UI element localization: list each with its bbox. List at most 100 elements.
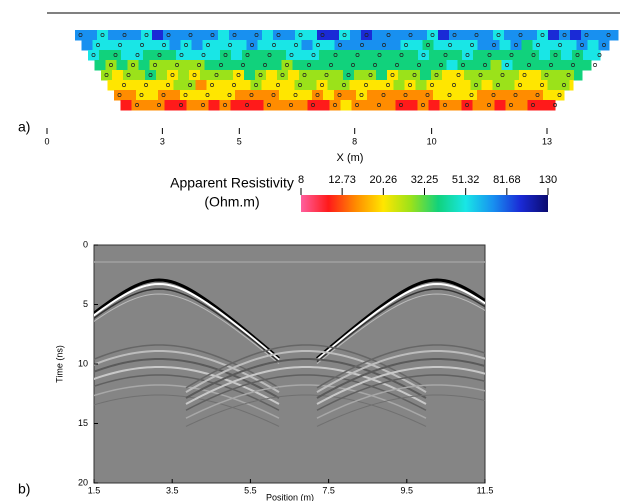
cell	[488, 90, 500, 101]
reflection	[185, 394, 427, 427]
x-tick-label: 5	[237, 136, 242, 146]
reflection	[94, 278, 280, 360]
electrode-point	[285, 63, 289, 67]
electrode-point	[513, 93, 518, 97]
cell	[169, 40, 181, 51]
cell	[235, 90, 247, 101]
cell	[130, 30, 142, 41]
cell	[400, 90, 412, 101]
cell	[354, 70, 366, 81]
electrode-point	[382, 43, 386, 47]
electrode-point	[465, 103, 469, 107]
electrode-point	[408, 83, 412, 87]
cell	[325, 60, 337, 71]
electrode-point	[359, 93, 364, 97]
cell	[224, 40, 236, 51]
cell	[576, 40, 588, 51]
cell	[175, 100, 187, 111]
cell	[336, 60, 348, 71]
reflection	[94, 365, 280, 405]
reflection	[185, 349, 427, 393]
cell	[360, 80, 372, 91]
reflection	[94, 384, 280, 419]
electrode-point	[320, 83, 324, 87]
electrode-point	[201, 103, 205, 107]
cell	[583, 50, 595, 61]
electrode-point	[245, 103, 249, 107]
cell	[422, 90, 434, 101]
electrode-point	[465, 53, 470, 57]
x-tick-label: 11.5	[477, 485, 494, 495]
cell	[136, 90, 148, 101]
electrode-point	[223, 53, 228, 57]
electrode-point	[553, 53, 558, 57]
electrode-point	[509, 53, 514, 57]
y-tick-label: 10	[78, 358, 88, 368]
cell	[457, 60, 469, 71]
cell	[340, 100, 352, 111]
cell	[101, 70, 113, 81]
cell	[145, 70, 157, 81]
cell	[422, 40, 434, 51]
cell	[407, 50, 419, 61]
cell	[99, 50, 111, 61]
cell	[218, 30, 230, 41]
cell	[248, 60, 260, 71]
cell	[222, 70, 234, 81]
cell	[121, 50, 133, 61]
reflection	[316, 293, 485, 364]
electrode-point	[272, 43, 276, 47]
cell	[589, 60, 592, 71]
electrode-point	[531, 103, 535, 107]
colorbar-tick-label: 12.73	[328, 174, 356, 186]
electrode-point	[395, 63, 399, 67]
cell	[339, 30, 351, 41]
electrode-point	[368, 73, 373, 77]
electrode-point	[426, 43, 430, 47]
electrode-point	[109, 63, 113, 67]
x-tick-label: 13	[542, 136, 552, 146]
cell	[204, 60, 216, 71]
cell	[565, 40, 577, 51]
electrode-point	[404, 43, 408, 47]
cell	[504, 30, 516, 41]
cell	[86, 30, 98, 41]
cell	[294, 80, 306, 91]
cell	[460, 30, 472, 41]
reflections	[94, 261, 485, 427]
cell	[450, 100, 462, 111]
cell	[534, 60, 546, 71]
cell	[241, 100, 253, 111]
electrode-point	[206, 43, 210, 47]
electrode-point	[157, 103, 161, 107]
cell	[178, 70, 190, 81]
cell	[438, 30, 450, 41]
reflection	[316, 365, 485, 405]
colorbar-title: Apparent Resistivity	[170, 175, 294, 191]
electrode-point	[333, 53, 338, 57]
electrode-point	[188, 83, 192, 87]
cell	[532, 90, 544, 101]
cell	[209, 50, 221, 61]
electrode-point	[140, 43, 144, 47]
cell	[350, 30, 362, 41]
electrode-point	[118, 43, 122, 47]
electrode-point	[131, 63, 135, 67]
cell	[373, 100, 385, 111]
cell	[246, 90, 258, 101]
cell	[471, 30, 483, 41]
cell	[274, 100, 286, 111]
cell	[242, 50, 254, 61]
cell	[559, 30, 571, 41]
electrode-point	[412, 73, 417, 77]
cell	[195, 80, 207, 91]
cell	[312, 40, 324, 51]
cell	[464, 70, 476, 81]
electrode-point	[496, 33, 501, 37]
cell	[374, 50, 386, 61]
electrode-point	[470, 43, 474, 47]
electrode-point	[162, 43, 166, 47]
cell	[400, 40, 412, 51]
cell	[466, 40, 478, 51]
cell	[547, 80, 559, 91]
